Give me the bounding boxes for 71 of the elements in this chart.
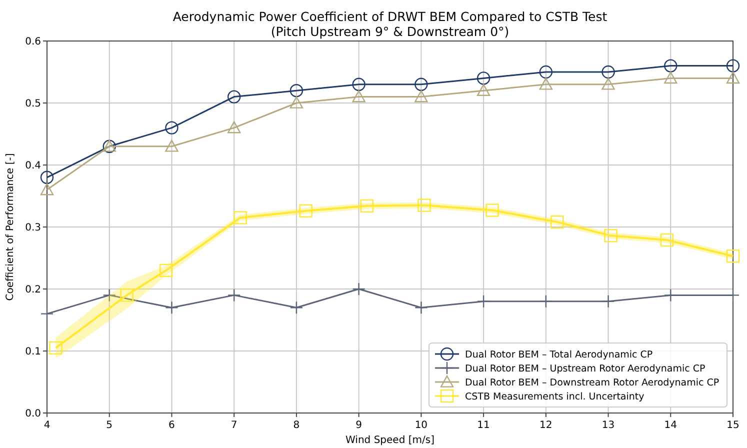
y-axis-title: Coefficient of Performance [-] (5, 153, 16, 301)
x-tick-label: 5 (106, 420, 113, 431)
point (664, 59, 678, 72)
y-tick-label: 0.6 (25, 36, 41, 48)
point (234, 211, 247, 224)
point (227, 90, 241, 104)
point (299, 204, 312, 218)
chart-title: Aerodynamic Power Coefficient of DRWT BEM Compared to CSTB Test (172, 9, 608, 24)
point (120, 288, 134, 302)
x-tick-label: 6 (168, 420, 175, 431)
legend-label: CSTB Measurements incl. Uncertainty (465, 392, 645, 402)
point (360, 199, 374, 213)
point (602, 65, 615, 79)
x-tick-label: 4 (44, 420, 50, 431)
point (476, 84, 490, 96)
y-tick-label: 0.5 (25, 98, 41, 110)
point (290, 301, 304, 314)
point (165, 121, 178, 134)
legend-label: Dual Rotor BEM – Downstream Rotor Aerodynamic CP (465, 378, 720, 388)
point (539, 294, 553, 308)
point (49, 341, 62, 354)
point (165, 301, 178, 314)
chart-subtitle: (Pitch Upstream 9° & Downstream 0°) (270, 24, 510, 39)
point (290, 96, 304, 108)
point (352, 78, 366, 91)
point (352, 90, 366, 102)
point (227, 121, 241, 134)
x-tick-label: 12 (540, 420, 552, 431)
legend-label: Dual Rotor BEM – Total Aerodynamic CP (465, 350, 653, 360)
point (602, 78, 615, 90)
x-tick-label: 8 (293, 420, 300, 431)
point (414, 90, 428, 102)
point (40, 170, 54, 184)
point (539, 65, 553, 79)
point (726, 59, 740, 72)
y-tick-label: 0.1 (25, 346, 41, 358)
point (486, 204, 499, 217)
point (726, 250, 740, 263)
point (418, 198, 431, 212)
point (414, 301, 428, 314)
point (290, 84, 304, 98)
point (160, 264, 173, 277)
point (660, 233, 674, 247)
y-tick-label: 0.0 (25, 408, 41, 420)
point (539, 78, 553, 90)
point (604, 229, 618, 242)
point (550, 215, 564, 229)
x-tick-label: 10 (414, 420, 428, 431)
point (602, 294, 615, 308)
y-tick-label: 0.2 (25, 284, 41, 296)
point (102, 288, 116, 302)
x-tick-label: 11 (477, 420, 490, 431)
y-tick-label: 0.4 (25, 160, 41, 172)
point (227, 288, 241, 302)
x-tick-label: 13 (602, 420, 615, 431)
x-tick-label: 9 (356, 420, 362, 431)
point (726, 72, 740, 84)
x-tick-label: 7 (230, 420, 238, 431)
point (414, 78, 428, 91)
point (352, 282, 366, 296)
point (40, 307, 54, 320)
legend-label: Dual Rotor BEM – Upstream Rotor Aerodynamic CP (465, 364, 706, 374)
x-tick-label: 15 (726, 420, 740, 431)
point (476, 294, 490, 308)
y-tick-label: 0.3 (25, 222, 41, 234)
point (40, 183, 54, 196)
point (664, 72, 678, 84)
point (165, 140, 178, 152)
x-tick-label: 14 (664, 420, 678, 431)
point (476, 72, 490, 85)
x-axis-title: Wind Speed [m/s] (346, 435, 435, 446)
